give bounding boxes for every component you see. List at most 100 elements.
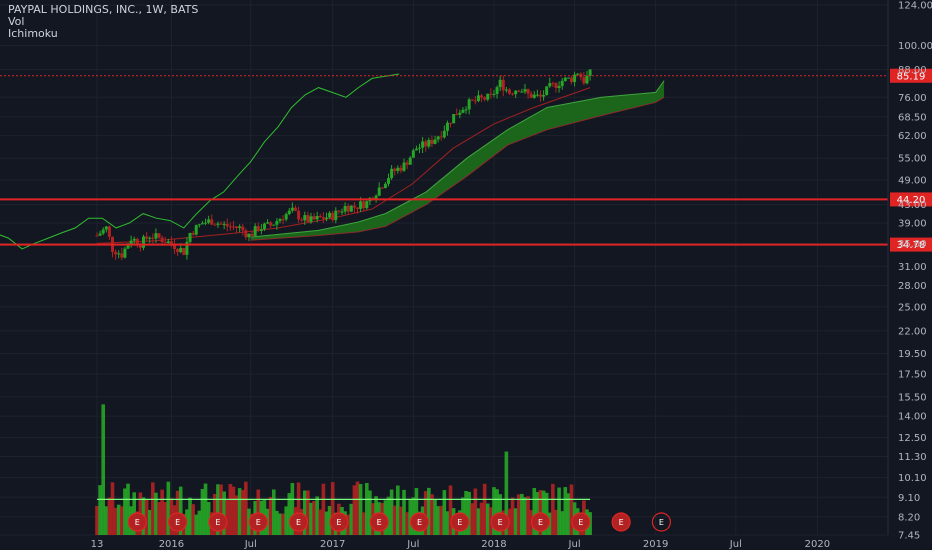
- candle-body: [148, 237, 152, 239]
- volume-bar: [526, 496, 530, 535]
- candle-body: [247, 234, 251, 238]
- candle-body: [138, 245, 142, 248]
- volume-bar: [399, 506, 403, 535]
- price-tick-label: 14.00: [898, 412, 927, 423]
- earnings-marker: [369, 512, 389, 532]
- volume-bar: [365, 482, 369, 535]
- volume-bar: [287, 493, 292, 535]
- volume-bar: [355, 481, 360, 535]
- candle-body: [352, 205, 356, 208]
- earnings-marker-label: E: [417, 518, 422, 527]
- candle-body: [464, 109, 468, 111]
- candle-body: [566, 77, 570, 79]
- volume-bar: [510, 497, 515, 535]
- candle-body: [532, 94, 536, 98]
- volume-bar: [554, 509, 558, 535]
- price-tick-label: 28.00: [898, 281, 927, 292]
- candle-body: [538, 94, 542, 97]
- candle-body: [135, 238, 139, 246]
- volume-bar: [271, 489, 276, 535]
- ichimoku-lines: [0, 73, 591, 250]
- volume-bar: [439, 505, 444, 535]
- earnings-marker: [409, 512, 430, 532]
- volume-bar: [268, 496, 273, 535]
- earnings-marker: [611, 512, 631, 532]
- volume-bar: [101, 404, 106, 535]
- candle-body: [557, 86, 561, 88]
- candle-body: [297, 210, 301, 220]
- level-label-bg: [890, 192, 932, 207]
- volume-bar: [116, 504, 121, 535]
- candle-body: [324, 217, 328, 219]
- candle-body: [551, 83, 555, 85]
- volume-bar: [151, 482, 155, 535]
- candle-body: [486, 93, 490, 100]
- volume-bar: [302, 490, 307, 535]
- candle-body: [476, 95, 480, 101]
- candle-body: [169, 241, 173, 244]
- volume-bar: [495, 489, 499, 535]
- candle-body: [312, 216, 316, 220]
- volume-bar: [544, 492, 549, 535]
- volume-bar: [113, 507, 118, 535]
- volume-bar: [281, 513, 285, 535]
- candle-body: [222, 223, 226, 225]
- volume-bar: [557, 487, 561, 535]
- price-tick-label: 68.50: [898, 112, 927, 123]
- candle-body: [588, 69, 592, 76]
- volume-bar: [315, 496, 319, 535]
- candle-body: [436, 136, 440, 140]
- candle-body: [200, 223, 204, 225]
- candle-body: [396, 167, 400, 171]
- candle-body: [461, 109, 465, 113]
- earnings-marker: [571, 512, 591, 532]
- price-tick-label: 55.00: [898, 154, 927, 165]
- candle-body: [535, 94, 539, 96]
- candle-body: [334, 210, 338, 221]
- volume-bar: [448, 485, 453, 535]
- candle-body: [331, 212, 335, 221]
- candle-body: [98, 233, 102, 236]
- price-tick-label: 124.00: [898, 1, 932, 12]
- candle-body: [418, 147, 422, 149]
- volume-bar: [244, 481, 248, 535]
- volume-bar: [551, 483, 555, 535]
- volume-bar: [256, 489, 261, 535]
- volume-bar: [476, 508, 481, 535]
- candle-body: [433, 139, 437, 144]
- candle-body: [281, 219, 285, 221]
- earnings-marker-label: E: [215, 518, 220, 527]
- last-price-label: 85.19: [897, 71, 926, 82]
- candle-body: [340, 211, 344, 213]
- volume-bar: [144, 499, 149, 535]
- volume-bar: [352, 485, 357, 535]
- volume-bar: [523, 497, 527, 535]
- earnings-marker-label: E: [377, 518, 382, 527]
- volume-bar: [485, 503, 490, 535]
- candle-body: [275, 221, 279, 225]
- earnings-marker-label: E: [498, 518, 503, 527]
- lagging-span-line: [0, 73, 400, 250]
- volume-bar: [470, 503, 475, 535]
- kijun-line: [96, 87, 591, 244]
- volume-bar: [414, 488, 419, 535]
- time-tick-label: Jul: [244, 539, 257, 550]
- volume-bar: [107, 497, 112, 535]
- chart-legend: PAYPAL HOLDINGS, INC., 1W, BATS Vol Ichi…: [8, 4, 198, 40]
- candle-body: [520, 91, 524, 93]
- candle-body: [473, 100, 477, 102]
- volume-bar: [231, 486, 236, 535]
- volume-bar: [197, 510, 202, 535]
- price-tick-label: 62.00: [898, 131, 927, 142]
- volume-bar: [284, 506, 288, 535]
- candle-body: [154, 233, 158, 239]
- candle-body: [306, 215, 310, 222]
- earnings-marker: [127, 512, 147, 532]
- volume-bar: [436, 506, 440, 535]
- candle-body: [300, 219, 304, 221]
- volume-bar: [160, 489, 164, 535]
- candle-body: [216, 223, 220, 225]
- candle-body: [560, 80, 564, 87]
